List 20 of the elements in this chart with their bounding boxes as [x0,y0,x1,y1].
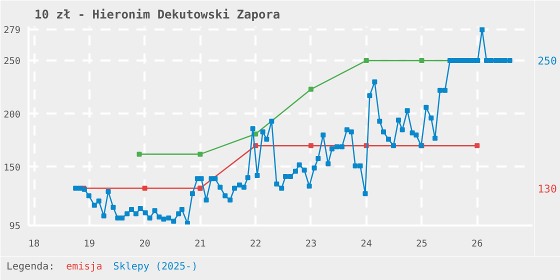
x-tick-label: 26 [472,238,484,250]
chart-title: 10 zł - Hieronim Dekutowski Zapora [34,8,280,22]
y-tick-label: 200 [4,109,21,120]
text: emisja [66,262,102,272]
y-tick-label: 150 [4,162,21,174]
x-tick-label: 23 [305,238,317,250]
x-tick-label: 24 [360,238,372,250]
y-tick-label: 279 [4,25,21,36]
legend-title: Legenda: [6,262,55,272]
y2-tick-label: 130 [538,182,557,196]
x-tick-label: 25 [416,238,428,250]
text: Sklepy (2025-) [113,262,198,272]
y-tick-label: 95 [9,221,20,232]
x-tick-label: 20 [139,238,151,250]
y2-tick-label: 250 [538,54,557,68]
x-tick-label: 21 [194,238,206,250]
x-tick-label: 19 [84,238,96,250]
x-tick-label: 18 [28,238,40,250]
x-tick-label: 22 [250,238,262,250]
y-tick-label: 250 [4,56,21,68]
